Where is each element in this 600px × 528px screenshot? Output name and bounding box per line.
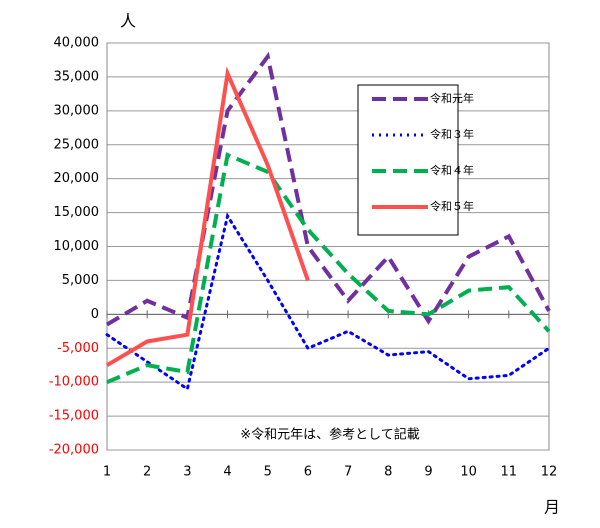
y-tick-label: 25,000 xyxy=(54,137,100,152)
x-unit: 月 xyxy=(544,498,560,517)
legend-label: 令和４年 xyxy=(430,163,474,177)
legend-label: 令和５年 xyxy=(430,199,474,213)
y-tick-label: -5,000 xyxy=(57,341,99,356)
y-unit: 人 xyxy=(120,12,136,31)
y-tick-label: 20,000 xyxy=(54,171,100,186)
y-tick-label: 10,000 xyxy=(54,239,100,254)
legend-label: 令和元年 xyxy=(430,91,474,105)
series-line xyxy=(106,152,551,385)
plot-area xyxy=(105,42,551,451)
y-tick-label: -20,000 xyxy=(49,443,99,458)
annotation: ※令和元年は、参考として記載 xyxy=(240,427,420,443)
x-tick-label: 4 xyxy=(223,465,231,480)
y-tick-label: 40,000 xyxy=(54,36,100,51)
x-tick-label: 9 xyxy=(424,465,432,480)
y-tick-label: -15,000 xyxy=(49,409,99,424)
x-tick-label: 10 xyxy=(460,465,477,480)
x-tick-label: 1 xyxy=(103,465,111,480)
y-tick-label: 30,000 xyxy=(54,103,100,118)
x-tick-label: 7 xyxy=(344,465,352,480)
x-tick-label: 6 xyxy=(304,465,312,480)
y-tick-label: 5,000 xyxy=(62,273,99,288)
x-tick-label: 11 xyxy=(501,465,518,480)
x-tick-label: 12 xyxy=(541,465,558,480)
y-tick-label: 15,000 xyxy=(54,205,100,220)
series-line xyxy=(105,212,551,392)
y-tick-label: -10,000 xyxy=(49,375,99,390)
series-line xyxy=(105,66,310,367)
y-tick-label: 0 xyxy=(91,307,99,322)
legend-label: 令和３年 xyxy=(430,127,474,141)
x-tick-label: 3 xyxy=(183,465,191,480)
series-line xyxy=(105,51,551,327)
y-tick-label: 35,000 xyxy=(54,69,100,84)
legend-box xyxy=(357,84,459,236)
x-tick-label: 5 xyxy=(264,465,272,480)
x-tick-label: 8 xyxy=(384,465,392,480)
x-tick-label: 2 xyxy=(143,465,151,480)
